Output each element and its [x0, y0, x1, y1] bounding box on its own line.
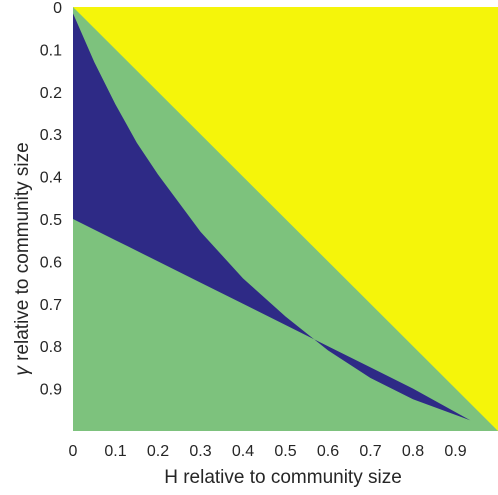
x-tick-label: 0.2: [147, 443, 169, 460]
region-upper-region: [73, 7, 498, 431]
y-axis-label-text: relative to community size: [12, 142, 33, 366]
y-axis: 0 0.1 0.2 0.3 0.4 0.5 0.6 0.7 0.8 0.9: [40, 0, 62, 399]
y-tick-label: 0: [53, 0, 62, 17]
y-tick-label: 0.7: [40, 297, 62, 314]
y-tick-label: 0.2: [40, 85, 62, 102]
plot-area: [73, 7, 498, 431]
y-axis-label-symbol: γ: [12, 365, 33, 376]
y-tick-label: 0.6: [40, 254, 62, 271]
y-tick-label: 0.8: [40, 339, 62, 356]
x-tick-label: 0.9: [444, 443, 466, 460]
x-tick-label: 0.8: [402, 443, 424, 460]
x-tick-label: 0.6: [317, 443, 339, 460]
x-tick-label: 0: [69, 443, 78, 460]
y-tick-label: 0.3: [40, 127, 62, 144]
y-tick-label: 0.4: [40, 170, 62, 187]
x-tick-label: 0.3: [189, 443, 211, 460]
y-tick-label: 0.5: [40, 212, 62, 229]
y-tick-label: 0.9: [40, 382, 62, 399]
x-tick-label: 0.1: [104, 443, 126, 460]
x-tick-label: 0.4: [232, 443, 254, 460]
region-middle-region: [73, 13, 471, 421]
y-tick-label: 0.1: [40, 42, 62, 59]
x-axis-label: H relative to community size: [164, 467, 402, 488]
x-axis: 0 0.1 0.2 0.3 0.4 0.5 0.6 0.7 0.8 0.9: [69, 443, 467, 460]
y-axis-label: γ relative to community size: [12, 142, 33, 375]
x-tick-label: 0.5: [274, 443, 296, 460]
x-tick-label: 0.7: [359, 443, 381, 460]
